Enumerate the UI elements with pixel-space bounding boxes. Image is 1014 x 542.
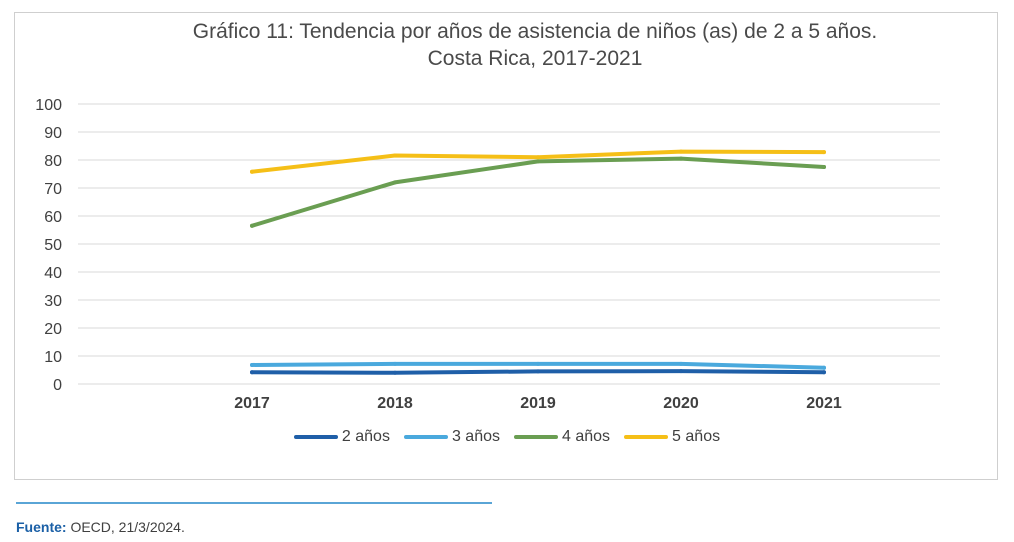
chart-frame	[14, 12, 998, 480]
source-text: OECD, 21/3/2024.	[66, 519, 185, 535]
y-tick-label-100: 100	[35, 97, 62, 114]
legend-swatch-4	[624, 435, 669, 439]
legend-label-1: 2 años	[341, 428, 390, 445]
legend-item-2: 3 años	[403, 428, 500, 446]
chart-title-line-2: Costa Rica, 2017-2021	[427, 47, 643, 70]
data-point-3-2019	[536, 159, 540, 164]
y-tick-label-80: 80	[44, 153, 62, 170]
data-point-1-2020	[679, 369, 683, 374]
y-tick-label-50: 50	[44, 237, 62, 254]
x-tick-label-2020: 2020	[663, 395, 699, 412]
data-point-2-2018	[393, 361, 397, 366]
data-point-3-2021	[822, 165, 826, 169]
data-point-4-2019	[536, 155, 540, 160]
data-point-2-2020	[679, 361, 683, 366]
source-label: Fuente:	[16, 519, 67, 535]
data-point-3-2017	[250, 223, 254, 228]
legend-swatch-1	[293, 435, 338, 439]
y-tick-label-60: 60	[44, 209, 62, 226]
chart-title-line-1: Gráfico 11: Tendencia por años de asiste…	[192, 20, 878, 43]
y-tick-label-40: 40	[44, 265, 62, 282]
legend-swatch-2	[403, 435, 448, 439]
data-point-4-2020	[679, 149, 683, 154]
y-tick-label-10: 10	[44, 349, 62, 366]
data-point-4-2021	[822, 150, 826, 155]
y-tick-label-0: 0	[53, 377, 62, 394]
data-point-2-2021	[822, 365, 826, 370]
data-point-2-2019	[536, 361, 540, 366]
data-point-1-2018	[393, 370, 397, 375]
data-point-3-2018	[393, 180, 397, 185]
legend-item-4: 5 años	[624, 428, 720, 446]
source-note: Fuente: OECD, 21/3/2024.	[16, 519, 185, 535]
data-point-2-2017	[250, 362, 254, 367]
footer-divider	[16, 502, 492, 504]
chart-title: Gráfico 11: Tendencia por años de asiste…	[70, 18, 1000, 72]
data-point-1-2019	[536, 369, 540, 374]
data-point-4-2018	[393, 153, 397, 158]
legend-label-3: 4 años	[562, 428, 611, 445]
data-point-1-2021	[822, 370, 826, 375]
y-tick-label-90: 90	[44, 125, 62, 142]
legend-swatch-3	[514, 435, 558, 439]
x-tick-label-2018: 2018	[377, 395, 413, 412]
y-tick-label-20: 20	[44, 321, 62, 338]
data-point-3-2020	[679, 156, 683, 161]
data-point-1-2017	[250, 370, 254, 375]
y-tick-label-70: 70	[44, 181, 62, 198]
x-tick-label-2017: 2017	[234, 395, 270, 412]
legend-label-2: 3 años	[451, 428, 500, 445]
y-tick-label-30: 30	[44, 293, 62, 310]
legend-item-1: 2 años	[293, 428, 390, 446]
data-point-4-2017	[250, 169, 254, 174]
chart-legend: 2 años 3 años 4 años 5 años	[0, 428, 1014, 446]
legend-label-4: 5 años	[672, 428, 721, 445]
legend-item-3: 4 años	[514, 428, 610, 446]
x-tick-label-2019: 2019	[520, 395, 556, 412]
x-tick-label-2021: 2021	[806, 395, 842, 412]
